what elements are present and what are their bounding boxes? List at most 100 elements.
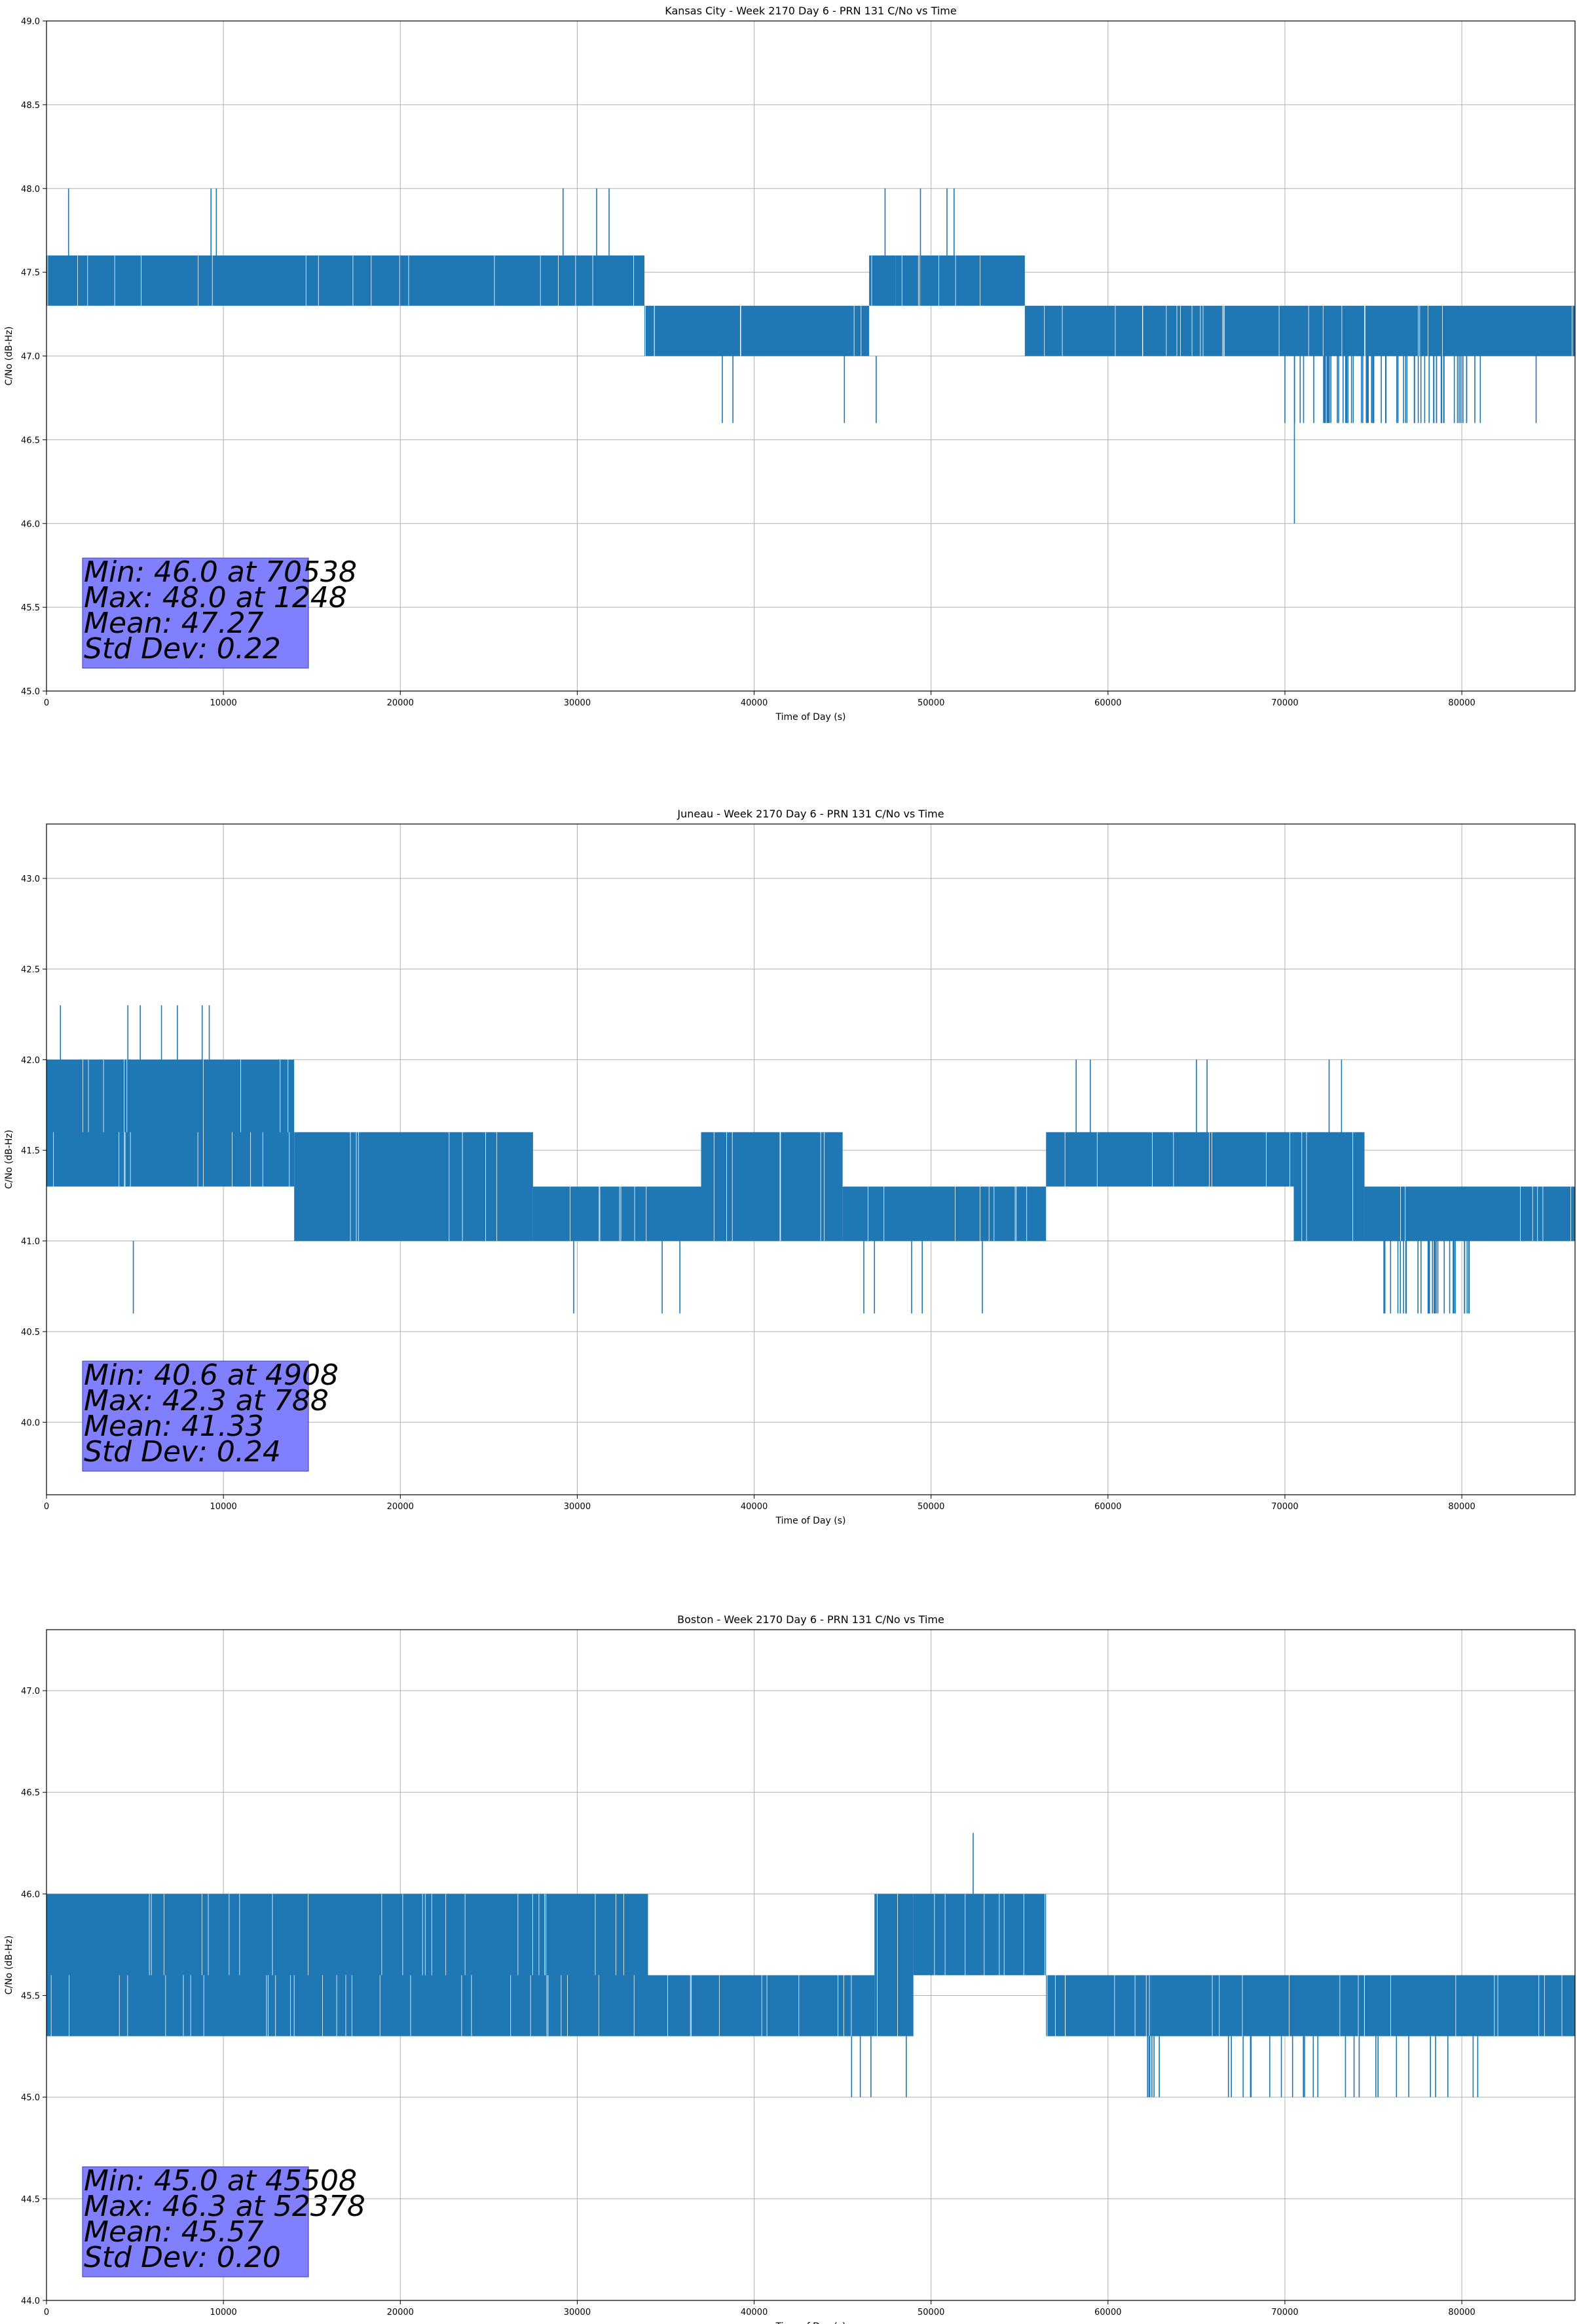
series-band xyxy=(1024,305,1575,356)
stats-mean-text: Mean: 47.27 xyxy=(84,607,264,640)
series-band xyxy=(1364,1186,1575,1241)
x-tick-label: 20000 xyxy=(387,1502,414,1512)
series-band xyxy=(842,1186,1047,1241)
x-tick-label: 50000 xyxy=(918,1502,944,1512)
x-axis-label: Time of Day (s) xyxy=(775,712,846,722)
x-tick-label: 60000 xyxy=(1094,2308,1121,2317)
x-tick-label: 10000 xyxy=(210,698,236,708)
y-tick-label: 44.0 xyxy=(21,2296,40,2306)
x-tick-label: 20000 xyxy=(387,2308,414,2317)
x-tick-label: 10000 xyxy=(210,1502,236,1512)
x-axis-label: Time of Day (s) xyxy=(775,1516,846,1526)
x-tick-label: 40000 xyxy=(741,2308,768,2317)
chart-title: Boston - Week 2170 Day 6 - PRN 131 C/No … xyxy=(677,1613,944,1626)
series-band xyxy=(1046,1975,1575,2036)
y-tick-label: 45.5 xyxy=(21,603,40,613)
chart-title: Juneau - Week 2170 Day 6 - PRN 131 C/No … xyxy=(677,808,944,820)
stats-min-text: Min: 45.0 at 45508 xyxy=(84,2164,357,2198)
x-tick-label: 50000 xyxy=(918,698,944,708)
stats-box xyxy=(82,1360,309,1472)
stats-max-text: Max: 42.3 at 788 xyxy=(84,1384,329,1417)
x-tick-label: 70000 xyxy=(1271,1502,1298,1512)
y-tick-label: 45.0 xyxy=(21,687,40,697)
x-tick-label: 20000 xyxy=(387,698,414,708)
y-tick-label: 46.0 xyxy=(21,519,40,529)
series-band xyxy=(532,1186,701,1241)
y-tick-label: 47.0 xyxy=(21,1687,40,1696)
x-tick-label: 80000 xyxy=(1448,698,1475,708)
x-tick-label: 40000 xyxy=(741,1502,768,1512)
y-tick-label: 47.5 xyxy=(21,269,40,278)
stats-min-text: Min: 40.6 at 4908 xyxy=(84,1359,339,1392)
y-tick-label: 40.0 xyxy=(21,1418,40,1428)
y-tick-label: 45.5 xyxy=(21,1992,40,2002)
chart-panel-1: 0 10000 20000 30000 40000 50000 60000 70000 8000… xyxy=(4,808,1576,1526)
y-tick-label: 41.0 xyxy=(21,1237,40,1247)
y-axis-label: C/No (dB-Hz) xyxy=(4,1936,14,1995)
stats-std-text: Std Dev: 0.24 xyxy=(84,1435,281,1469)
series-band xyxy=(1293,1132,1365,1241)
y-tick-label: 47.0 xyxy=(21,352,40,362)
stats-mean-text: Mean: 41.33 xyxy=(84,1410,264,1443)
series-band xyxy=(46,1132,295,1187)
series-group xyxy=(46,1833,1575,2097)
y-tick-label: 41.5 xyxy=(21,1146,40,1156)
stats-mean-text: Mean: 45.57 xyxy=(84,2215,264,2249)
y-tick-label: 48.5 xyxy=(21,101,40,111)
y-tick-label: 49.0 xyxy=(21,17,40,27)
series-band xyxy=(46,1894,648,1976)
x-tick-label: 40000 xyxy=(741,698,768,708)
stats-std-text: Std Dev: 0.20 xyxy=(84,2241,281,2274)
stats-max-text: Max: 48.0 at 1248 xyxy=(84,581,347,614)
stats-min-text: Min: 46.0 at 70538 xyxy=(84,555,357,589)
y-axis-label: C/No (dB-Hz) xyxy=(4,326,14,385)
series-band xyxy=(913,1894,1047,1976)
plot-frame xyxy=(46,823,1576,1495)
series-band xyxy=(294,1132,533,1241)
stats-box xyxy=(82,557,309,669)
series-group xyxy=(46,188,1575,524)
x-tick-label: 70000 xyxy=(1271,698,1298,708)
y-tick-label: 43.0 xyxy=(21,874,40,884)
y-tick-label: 46.0 xyxy=(21,1890,40,1900)
y-tick-label: 44.5 xyxy=(21,2195,40,2205)
chart-panel-2: 0 10000 20000 30000 40000 50000 60000 70000 8000… xyxy=(4,1613,1576,2324)
series-band xyxy=(648,1975,875,2036)
series-band xyxy=(895,255,1025,306)
series-band xyxy=(869,255,896,306)
x-tick-label: 10000 xyxy=(210,2308,236,2317)
plot-frame xyxy=(46,1629,1576,2301)
stats-std-text: Std Dev: 0.22 xyxy=(84,632,281,665)
y-tick-label: 40.5 xyxy=(21,1328,40,1338)
y-tick-label: 46.5 xyxy=(21,1788,40,1798)
x-tick-label: 0 xyxy=(44,698,49,708)
series-group xyxy=(46,1005,1575,1314)
stats-max-text: Max: 46.3 at 52378 xyxy=(84,2190,365,2223)
y-axis-label: C/No (dB-Hz) xyxy=(4,1130,14,1189)
x-tick-label: 0 xyxy=(44,1502,49,1512)
stats-box xyxy=(82,2166,309,2277)
x-tick-label: 30000 xyxy=(564,1502,591,1512)
y-tick-label: 42.0 xyxy=(21,1056,40,1066)
x-tick-label: 80000 xyxy=(1448,2308,1475,2317)
y-tick-label: 48.0 xyxy=(21,185,40,195)
x-tick-label: 50000 xyxy=(918,2308,944,2317)
y-tick-label: 42.5 xyxy=(21,965,40,975)
series-band xyxy=(46,255,645,306)
y-tick-label: 46.5 xyxy=(21,436,40,445)
x-tick-label: 30000 xyxy=(564,698,591,708)
x-tick-label: 60000 xyxy=(1094,698,1121,708)
x-tick-label: 0 xyxy=(44,2308,49,2317)
series-band xyxy=(644,305,870,356)
chart-panel-0: 0 10000 20000 30000 40000 50000 60000 70000 8000… xyxy=(4,5,1576,722)
chart-title: Kansas City - Week 2170 Day 6 - PRN 131 … xyxy=(665,5,956,17)
series-band xyxy=(701,1132,843,1241)
series-band xyxy=(46,1975,648,2036)
x-tick-label: 70000 xyxy=(1271,2308,1298,2317)
series-band xyxy=(874,1894,914,2036)
y-tick-label: 45.0 xyxy=(21,2093,40,2103)
x-tick-label: 80000 xyxy=(1448,1502,1475,1512)
x-tick-label: 30000 xyxy=(564,2308,591,2317)
x-axis-label: Time of Day (s) xyxy=(775,2321,846,2324)
